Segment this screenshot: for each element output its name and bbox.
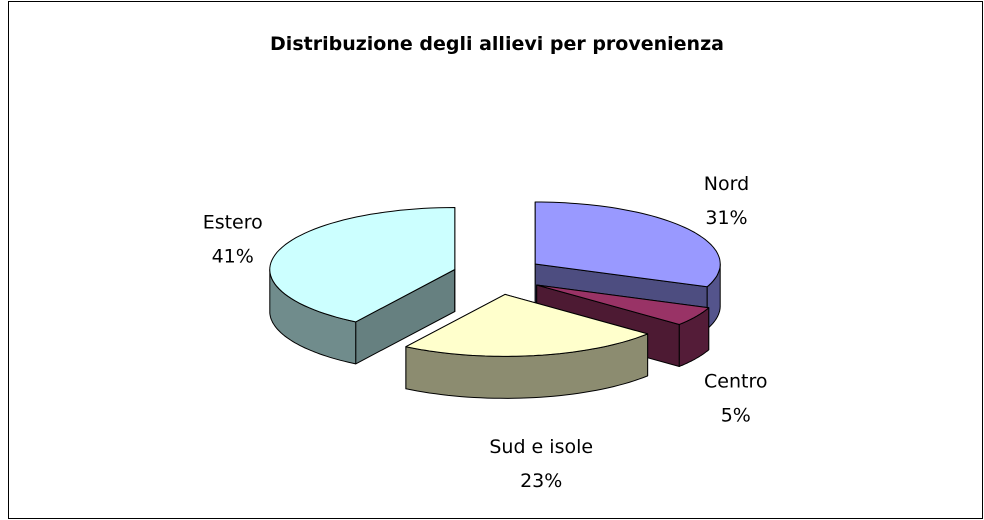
label-value: 23% [520, 470, 562, 492]
chart-title: Distribuzione degli allievi per provenie… [270, 33, 724, 55]
label-value: 31% [705, 207, 747, 229]
label-name: Estero [203, 212, 263, 234]
data-label: Estero 41% [203, 212, 263, 268]
label-name: Sud e isole [489, 436, 593, 458]
data-label: Sud e isole 23% [489, 436, 593, 492]
slice [536, 284, 710, 325]
slice [269, 207, 456, 323]
label-name: Nord [704, 173, 749, 195]
slice [534, 201, 721, 288]
data-label: Centro 5% [704, 370, 767, 426]
slice [405, 293, 649, 357]
data-label: Nord 31% [704, 173, 749, 229]
chart-frame [8, 1, 983, 519]
label-name: Centro [704, 370, 767, 392]
label-value: 41% [212, 246, 254, 268]
label-value: 5% [721, 404, 751, 426]
